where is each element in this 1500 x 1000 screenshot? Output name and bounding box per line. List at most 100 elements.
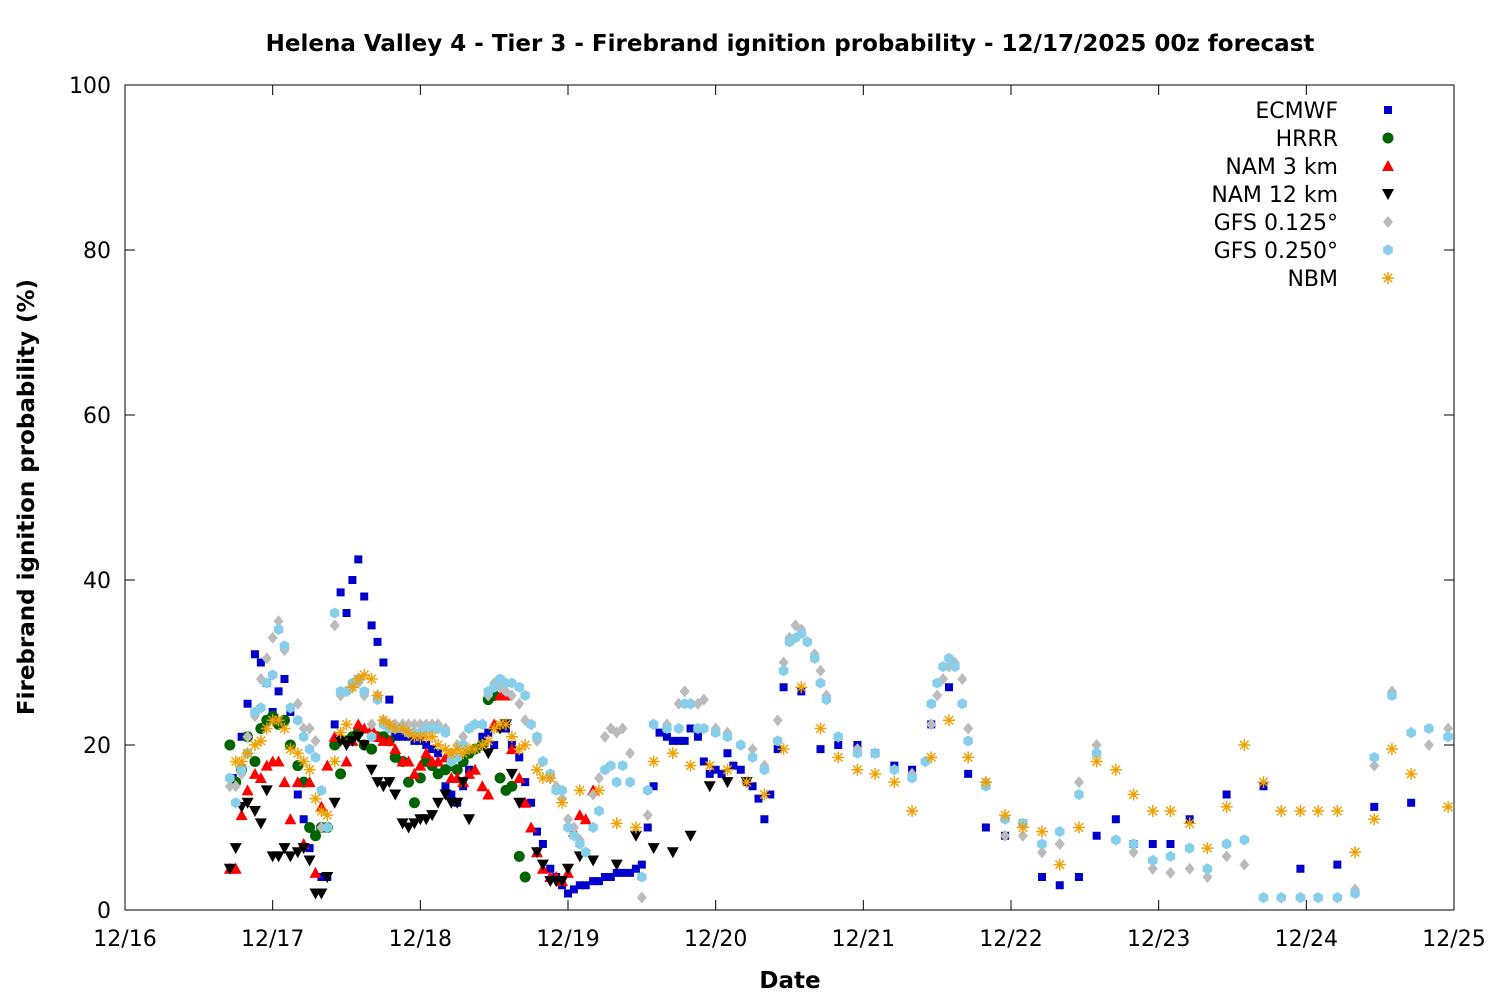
data-point <box>385 695 394 704</box>
data-point <box>513 743 526 756</box>
data-point <box>668 736 677 745</box>
data-point <box>499 718 512 731</box>
x-tick-label: 12/24 <box>1275 927 1338 952</box>
data-point <box>440 727 451 739</box>
data-point <box>699 723 709 734</box>
data-point <box>747 743 758 756</box>
x-tick-label: 12/22 <box>979 927 1042 952</box>
data-point <box>383 777 396 789</box>
data-point <box>310 751 321 763</box>
data-point <box>439 743 452 756</box>
data-point <box>1128 838 1139 850</box>
data-point <box>1350 888 1360 899</box>
data-point <box>1369 759 1380 772</box>
data-point <box>514 697 525 710</box>
data-point <box>321 759 334 771</box>
data-point <box>1405 767 1418 780</box>
y-tick-label: 20 <box>83 734 111 759</box>
data-point <box>1443 722 1454 735</box>
data-point <box>772 735 783 747</box>
data-point <box>1221 850 1232 863</box>
legend-label: ECMWF <box>1255 99 1338 124</box>
data-point <box>278 776 291 788</box>
data-point <box>383 734 396 746</box>
x-tick-label: 12/18 <box>389 927 452 952</box>
data-point <box>926 718 937 731</box>
data-point <box>248 806 261 817</box>
data-point <box>366 743 378 755</box>
data-point <box>274 687 283 696</box>
data-point <box>1202 863 1213 875</box>
data-point <box>236 764 247 776</box>
data-point <box>371 689 384 702</box>
data-point <box>594 805 604 817</box>
data-point <box>335 768 347 780</box>
data-point <box>666 747 679 760</box>
data-point <box>612 776 622 788</box>
data-point <box>317 873 326 881</box>
data-point <box>505 730 518 743</box>
data-point <box>1148 840 1157 848</box>
data-point <box>482 748 495 760</box>
data-point <box>530 763 543 776</box>
data-point <box>279 640 290 652</box>
data-point <box>1239 834 1250 846</box>
data-point <box>408 797 420 809</box>
data-point <box>834 741 843 749</box>
data-point <box>1332 892 1343 904</box>
data-point <box>525 821 538 833</box>
data-point <box>556 796 569 809</box>
data-point <box>778 656 789 669</box>
data-point <box>999 809 1012 822</box>
data-point <box>588 822 598 833</box>
data-point <box>342 609 351 617</box>
data-point <box>679 685 690 698</box>
data-point <box>814 722 827 735</box>
data-point <box>809 652 820 664</box>
data-point <box>643 784 653 796</box>
data-point <box>647 755 660 768</box>
legend-marker <box>1382 132 1394 144</box>
data-point <box>235 809 248 821</box>
data-point <box>546 864 555 873</box>
data-point <box>588 788 599 801</box>
x-tick-label: 12/25 <box>1422 927 1485 952</box>
data-point <box>284 851 297 863</box>
data-point <box>250 650 259 659</box>
data-point <box>647 843 660 855</box>
data-point <box>710 727 721 739</box>
data-point <box>606 873 615 881</box>
data-point <box>366 718 377 731</box>
data-point <box>748 782 757 791</box>
data-point <box>341 685 352 697</box>
series-nbm <box>229 668 1455 871</box>
data-point <box>1146 805 1159 817</box>
data-point <box>420 814 433 826</box>
legend-marker <box>1383 244 1393 256</box>
data-point <box>1369 751 1379 763</box>
x-axis-label: Date <box>759 968 820 994</box>
data-point <box>564 889 572 898</box>
data-point <box>293 790 302 799</box>
data-point <box>530 847 543 859</box>
data-point <box>329 739 341 751</box>
data-point <box>906 805 919 817</box>
data-point <box>637 871 647 883</box>
data-point <box>631 864 640 873</box>
data-point <box>403 776 415 788</box>
data-point <box>1423 739 1434 751</box>
data-point <box>1055 826 1065 838</box>
data-point <box>280 675 289 683</box>
data-point <box>297 755 310 768</box>
data-point <box>242 730 253 743</box>
data-point <box>373 637 382 646</box>
data-point <box>1238 739 1251 751</box>
data-point <box>1387 690 1397 701</box>
data-point <box>1313 892 1323 904</box>
data-point <box>371 777 384 789</box>
data-point <box>409 718 420 731</box>
data-point <box>299 815 308 824</box>
data-point <box>256 658 265 667</box>
data-point <box>490 741 499 749</box>
data-point <box>1201 842 1214 855</box>
